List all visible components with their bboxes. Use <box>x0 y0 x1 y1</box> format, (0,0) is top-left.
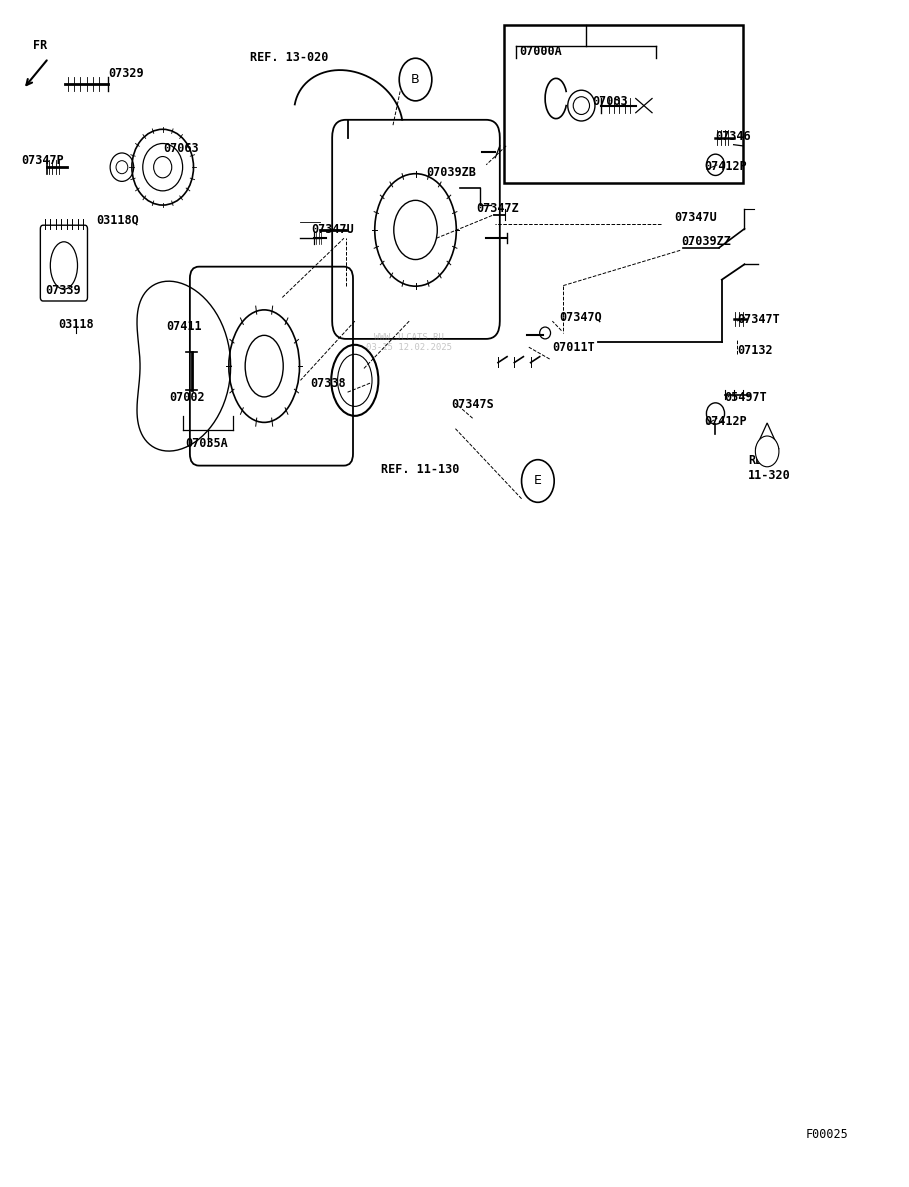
Text: FR: FR <box>33 39 47 52</box>
Text: 07339: 07339 <box>45 285 81 298</box>
Polygon shape <box>755 423 779 449</box>
Text: 07347Z: 07347Z <box>476 202 519 215</box>
Text: 07083: 07083 <box>593 95 628 108</box>
Text: 07347T: 07347T <box>737 313 780 326</box>
Text: 05497T: 05497T <box>724 391 767 404</box>
Circle shape <box>755 436 779 466</box>
Text: 07411: 07411 <box>166 320 203 334</box>
Text: 03118: 03118 <box>58 318 94 331</box>
Text: 07347Q: 07347Q <box>560 311 603 324</box>
Text: 07011T: 07011T <box>553 342 595 354</box>
Text: 07338: 07338 <box>310 376 345 389</box>
Text: 07002: 07002 <box>169 391 205 404</box>
Text: 07063: 07063 <box>163 142 199 155</box>
Text: 07347P: 07347P <box>22 154 65 167</box>
Text: 07347S: 07347S <box>451 398 494 411</box>
Text: 07035A: 07035A <box>185 437 227 450</box>
Text: 07347U: 07347U <box>312 223 355 236</box>
Text: 07346: 07346 <box>715 131 751 144</box>
Text: 07000A: 07000A <box>519 45 562 58</box>
Text: 07412P: 07412P <box>704 160 747 173</box>
Text: REF. 11-130: REF. 11-130 <box>381 463 459 476</box>
Text: E: E <box>534 475 542 488</box>
Text: 07329: 07329 <box>109 66 145 80</box>
Text: REF. 13-020: REF. 13-020 <box>250 51 329 64</box>
Text: 03118Q: 03118Q <box>96 214 139 227</box>
Text: WWW.JLCATS.RU
03-15 12.02.2025: WWW.JLCATS.RU 03-15 12.02.2025 <box>366 332 452 353</box>
Text: 07039ZZ: 07039ZZ <box>681 235 731 248</box>
Text: B: B <box>411 74 420 85</box>
Text: REF.
11-320: REF. 11-320 <box>748 455 791 482</box>
Text: 07347U: 07347U <box>674 211 716 224</box>
Text: 07132: 07132 <box>737 344 773 356</box>
Text: 07412P: 07412P <box>704 414 747 427</box>
Text: 07039ZB: 07039ZB <box>426 166 475 179</box>
Text: F00025: F00025 <box>806 1128 849 1141</box>
